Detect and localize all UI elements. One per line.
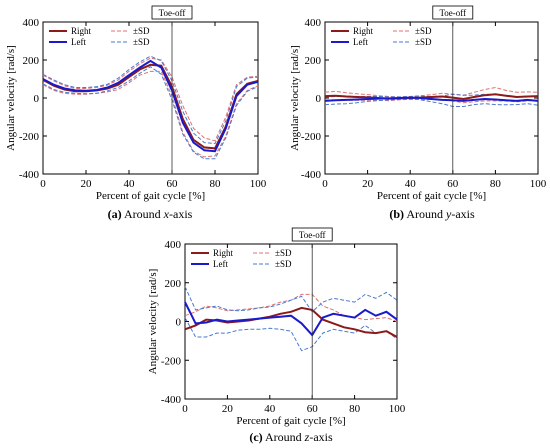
- y-axis-label: Angular velocity [rad/s]: [147, 269, 159, 375]
- x-tick-label: 0: [182, 403, 188, 415]
- legend-label: Right: [353, 26, 374, 36]
- caption-part: (c): [249, 430, 262, 444]
- x-tick-label: 20: [362, 178, 374, 190]
- x-tick-label: 0: [322, 178, 328, 190]
- x-tick-label: 20: [222, 403, 234, 415]
- panel-caption: (b) Around y-axis: [389, 207, 475, 221]
- x-tick-label: 40: [124, 178, 136, 190]
- series-left-line: [324, 96, 539, 102]
- legend-label: Left: [213, 259, 228, 269]
- y-tick-label: -200: [301, 131, 322, 143]
- x-tick-label: 40: [405, 178, 417, 190]
- caption-part: -axis: [451, 207, 475, 221]
- toe-off-box: [151, 5, 193, 20]
- y-axis-label: Angular velocity [rad/s]: [5, 45, 17, 151]
- y-tick-label: 200: [165, 278, 182, 290]
- y-tick-label: -400: [19, 169, 40, 181]
- legend-label: ±SD: [415, 37, 432, 47]
- x-axis-label: Percent of gait cycle [%]: [236, 415, 345, 427]
- legend-label: ±SD: [133, 37, 150, 47]
- toe-off-box: [291, 227, 333, 242]
- legend-label: Left: [353, 37, 368, 47]
- caption-part: z: [304, 430, 310, 444]
- y-tick-label: -200: [161, 355, 182, 367]
- y-tick-label: 200: [305, 55, 322, 67]
- x-tick-label: 100: [389, 403, 406, 415]
- y-tick-label: 400: [305, 17, 322, 29]
- x-axis-label: Percent of gait cycle [%]: [377, 190, 486, 202]
- y-tick-label: 200: [23, 55, 40, 67]
- sd-lower-right-line: [42, 70, 259, 158]
- toe-off-label: Toe-off: [299, 230, 326, 240]
- y-tick-label: 0: [316, 93, 322, 105]
- sd-lower-left-line: [42, 66, 259, 160]
- sd-upper-right-line: [42, 57, 259, 142]
- caption-part: (b): [389, 207, 404, 221]
- x-tick-label: 60: [307, 403, 319, 415]
- x-tick-label: 0: [40, 178, 46, 190]
- series-left-line: [42, 59, 259, 153]
- y-tick-label: -400: [301, 169, 322, 181]
- legend-label: ±SD: [275, 259, 292, 269]
- legend-label: ±SD: [275, 248, 292, 258]
- x-tick-label: 20: [81, 178, 93, 190]
- x-axis-label: Percent of gait cycle [%]: [96, 190, 205, 202]
- toe-off-label: Toe-off: [159, 8, 186, 18]
- sd-lower-left-line: [184, 317, 398, 352]
- y-tick-label: 0: [34, 93, 40, 105]
- x-tick-label: 60: [447, 178, 459, 190]
- legend-label: ±SD: [415, 26, 432, 36]
- y-tick-label: 400: [165, 239, 182, 251]
- y-tick-label: 0: [176, 317, 182, 329]
- caption-part: -axis: [169, 207, 193, 221]
- caption-part: Around: [263, 430, 305, 444]
- panel-caption: (a) Around x-axis: [108, 207, 193, 221]
- legend-label: ±SD: [133, 26, 150, 36]
- legend-label: Right: [71, 26, 92, 36]
- series-right-line: [324, 93, 539, 101]
- x-tick-label: 60: [167, 178, 179, 190]
- caption-part: Around: [122, 207, 164, 221]
- toe-off-label: Toe-off: [439, 8, 466, 18]
- x-tick-label: 80: [349, 403, 361, 415]
- sd-upper-left-line: [184, 286, 398, 313]
- x-tick-label: 80: [490, 178, 502, 190]
- y-axis-label: Angular velocity [rad/s]: [289, 45, 301, 151]
- caption-part: x: [163, 207, 170, 221]
- x-tick-label: 80: [210, 178, 222, 190]
- x-tick-label: 100: [250, 178, 267, 190]
- legend-label: Left: [71, 37, 86, 47]
- caption-part: y: [445, 207, 452, 221]
- series-left-line: [184, 301, 398, 337]
- y-tick-label: -400: [161, 394, 182, 406]
- sd-upper-left-line: [42, 55, 259, 145]
- x-tick-label: 100: [530, 178, 547, 190]
- toe-off-box: [432, 5, 474, 20]
- panel-caption: (c) Around z-axis: [249, 430, 333, 444]
- caption-part: (a): [108, 207, 122, 221]
- y-tick-label: 400: [23, 17, 40, 29]
- y-tick-label: -200: [19, 131, 40, 143]
- x-tick-label: 40: [264, 403, 276, 415]
- legend-label: Right: [213, 248, 234, 258]
- plot-frame: [42, 21, 259, 175]
- caption-part: -axis: [309, 430, 333, 444]
- caption-part: Around: [404, 207, 446, 221]
